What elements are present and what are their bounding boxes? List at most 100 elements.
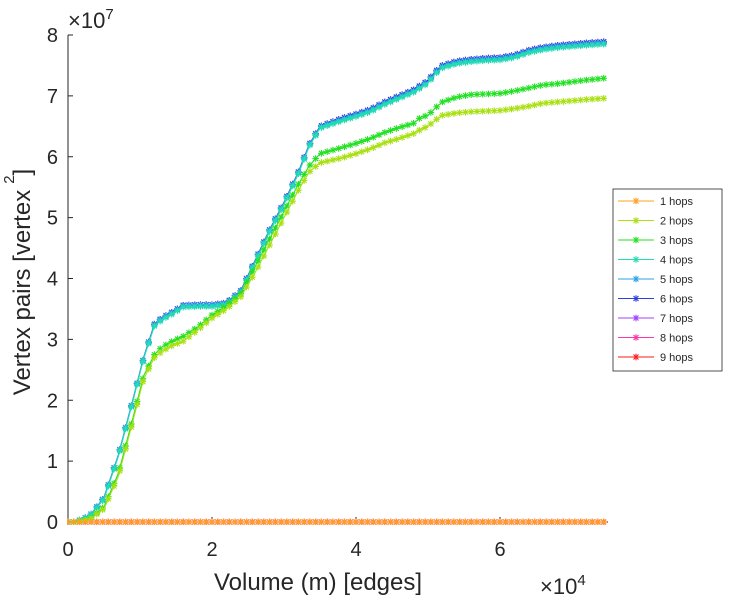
data-point <box>81 518 89 525</box>
data-point <box>346 152 354 159</box>
data-point <box>473 108 481 115</box>
data-point <box>352 140 360 147</box>
data-point <box>433 518 440 525</box>
data-point <box>537 518 544 525</box>
data-point <box>179 333 187 340</box>
series-4-hops <box>67 40 607 525</box>
data-point <box>554 44 561 52</box>
data-point <box>519 85 527 93</box>
data-point <box>560 79 567 87</box>
data-point <box>427 76 435 83</box>
data-point <box>537 100 544 108</box>
data-point <box>444 96 452 104</box>
data-point <box>369 144 377 151</box>
data-point <box>490 518 498 525</box>
data-point <box>577 42 584 50</box>
data-point <box>145 365 152 373</box>
data-point <box>565 518 573 525</box>
data-point <box>260 240 268 248</box>
data-point <box>156 317 164 325</box>
data-point <box>410 130 417 137</box>
data-point <box>283 208 291 216</box>
data-point <box>260 518 268 525</box>
data-point <box>323 518 331 525</box>
data-point <box>341 153 348 161</box>
legend-item-2-hops: 2 hops <box>618 216 694 228</box>
legend-item-8-hops: 8 hops <box>618 333 694 345</box>
legend-item-7-hops: 7 hops <box>618 313 694 325</box>
legend-item-1-hops: 1 hops <box>618 196 694 208</box>
data-point <box>329 518 337 525</box>
legend-marker <box>632 236 640 244</box>
data-point <box>335 518 343 525</box>
data-point <box>335 155 343 162</box>
data-point <box>191 518 199 525</box>
data-point <box>473 91 481 98</box>
y-multiplier: ×107 <box>68 6 114 33</box>
data-point <box>444 518 452 525</box>
data-point <box>404 91 412 98</box>
data-point <box>542 518 550 525</box>
data-point <box>375 141 383 149</box>
data-point <box>76 518 83 525</box>
data-point <box>583 518 590 525</box>
data-point <box>300 155 308 163</box>
legend-label: 2 hops <box>660 216 694 228</box>
data-point <box>329 146 337 154</box>
data-point <box>105 482 112 490</box>
data-point <box>208 314 216 322</box>
data-point <box>410 88 417 96</box>
data-point <box>387 127 394 134</box>
data-point <box>485 518 492 525</box>
data-point <box>588 41 596 49</box>
data-point <box>583 76 590 84</box>
data-point <box>416 85 423 92</box>
data-point <box>519 103 527 111</box>
data-point <box>272 230 279 238</box>
plot-area <box>68 35 608 522</box>
data-point <box>588 95 596 103</box>
data-point <box>225 518 233 525</box>
data-point <box>139 518 147 525</box>
data-point <box>323 122 331 130</box>
data-point <box>145 340 152 347</box>
data-point <box>254 257 262 265</box>
data-point <box>450 61 458 68</box>
data-point <box>433 69 440 77</box>
data-point <box>531 101 538 109</box>
data-point <box>513 104 521 112</box>
data-point <box>364 146 371 154</box>
data-point <box>467 518 475 525</box>
y-tick-label: 2 <box>47 390 58 412</box>
data-point <box>473 518 481 525</box>
data-point <box>525 84 533 92</box>
data-point <box>295 170 302 178</box>
legend-label: 7 hops <box>660 313 694 325</box>
data-point <box>266 241 273 249</box>
data-point <box>214 311 222 318</box>
data-point <box>191 329 199 336</box>
x-tick-label: 0 <box>62 539 73 561</box>
data-point <box>197 324 204 332</box>
data-point <box>439 112 446 119</box>
data-point <box>277 518 285 525</box>
data-point <box>485 57 492 64</box>
data-point <box>346 518 354 525</box>
legend-marker <box>632 314 640 322</box>
data-point <box>416 126 423 134</box>
data-point <box>185 303 193 311</box>
data-point <box>87 518 95 525</box>
data-point <box>162 345 170 353</box>
data-point <box>508 518 515 525</box>
series-2-hops <box>67 95 607 525</box>
data-point <box>508 105 515 113</box>
data-point <box>128 403 135 411</box>
data-point <box>202 319 210 327</box>
data-point <box>318 518 325 525</box>
data-point <box>168 310 175 318</box>
data-point <box>369 518 377 525</box>
data-point <box>496 90 504 97</box>
data-point <box>381 129 389 136</box>
data-point <box>398 518 406 525</box>
data-point <box>456 59 463 67</box>
